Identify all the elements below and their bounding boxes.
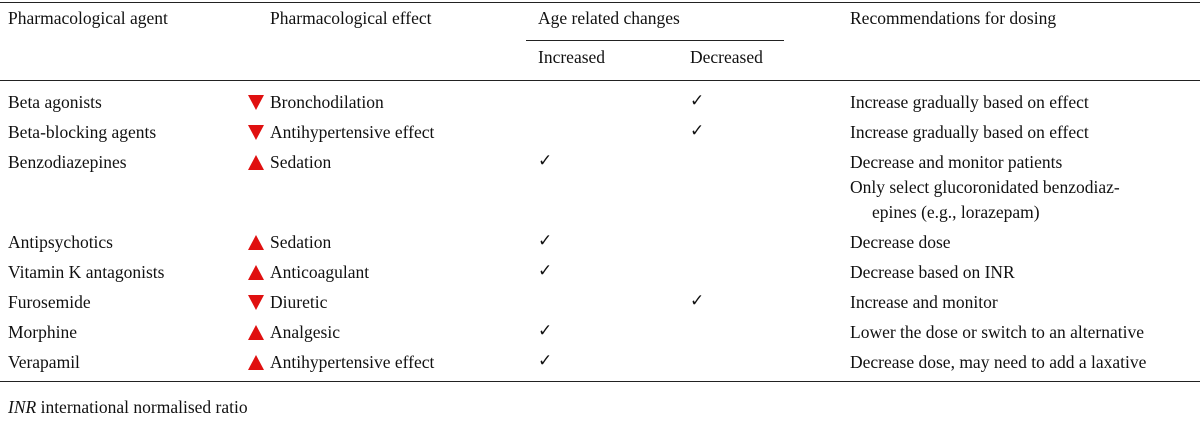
header-decreased: Decreased	[690, 47, 763, 67]
triangle-up-icon	[248, 265, 264, 280]
check-icon: ✓	[538, 231, 553, 251]
effect-cell: Anticoagulant	[270, 262, 370, 282]
header-effect: Pharmacological effect	[270, 8, 432, 28]
agent-cell: Vitamin K antagonists	[8, 262, 165, 282]
triangle-up-icon	[248, 355, 264, 370]
effect-cell: Analgesic	[270, 322, 340, 342]
check-icon: ✓	[690, 91, 705, 111]
agent-cell: Beta-blocking agents	[8, 122, 157, 142]
recommendation-line: Decrease dose	[850, 232, 951, 252]
check-icon: ✓	[538, 351, 553, 371]
check-icon: ✓	[538, 151, 553, 171]
recommendation-line: Increase and monitor	[850, 292, 998, 312]
top-rule	[0, 2, 1200, 3]
agent-cell: Verapamil	[8, 352, 80, 372]
triangle-down-icon	[248, 95, 264, 110]
footnote-abbreviation: INR	[8, 397, 37, 417]
check-icon: ✓	[538, 261, 553, 281]
effect-cell: Antihypertensive effect	[270, 352, 435, 372]
effect-cell: Antihypertensive effect	[270, 122, 435, 142]
header-age-changes: Age related changes	[538, 8, 680, 28]
check-icon: ✓	[690, 291, 705, 311]
triangle-up-icon	[248, 235, 264, 250]
effect-cell: Bronchodilation	[270, 92, 384, 112]
effect-cell: Sedation	[270, 232, 332, 252]
recommendation-line: Only select glucoronidated benzodiaz-	[850, 177, 1120, 197]
triangle-up-icon	[248, 155, 264, 170]
agent-cell: Benzodiazepines	[8, 152, 127, 172]
recommendation-line: Decrease and monitor patients	[850, 152, 1063, 172]
triangle-down-icon	[248, 125, 264, 140]
header-increased: Increased	[538, 47, 606, 67]
recommendation-line: Increase gradually based on effect	[850, 92, 1089, 112]
header-recommendations: Recommendations for dosing	[850, 8, 1057, 28]
triangle-up-icon	[248, 325, 264, 340]
effect-cell: Diuretic	[270, 292, 328, 312]
triangle-down-icon	[248, 295, 264, 310]
check-icon: ✓	[690, 121, 705, 141]
agent-cell: Beta agonists	[8, 92, 102, 112]
bottom-rule	[0, 381, 1200, 382]
recommendation-line: Decrease dose, may need to add a laxativ…	[850, 352, 1147, 372]
footnote: INR international normalised ratio	[8, 396, 248, 418]
check-icon: ✓	[538, 321, 553, 341]
header-rule	[0, 80, 1200, 81]
agent-cell: Antipsychotics	[8, 232, 113, 252]
recommendation-line: Decrease based on INR	[850, 262, 1015, 282]
agent-cell: Morphine	[8, 322, 78, 342]
recommendation-line: Increase gradually based on effect	[850, 122, 1089, 142]
age-changes-subrule	[526, 40, 784, 41]
footnote-text: international normalised ratio	[36, 397, 248, 417]
agent-cell: Furosemide	[8, 292, 91, 312]
header-agent: Pharmacological agent	[8, 8, 168, 28]
recommendation-line: epines (e.g., lorazepam)	[872, 202, 1040, 222]
recommendation-line: Lower the dose or switch to an alternati…	[850, 322, 1144, 342]
effect-cell: Sedation	[270, 152, 332, 172]
